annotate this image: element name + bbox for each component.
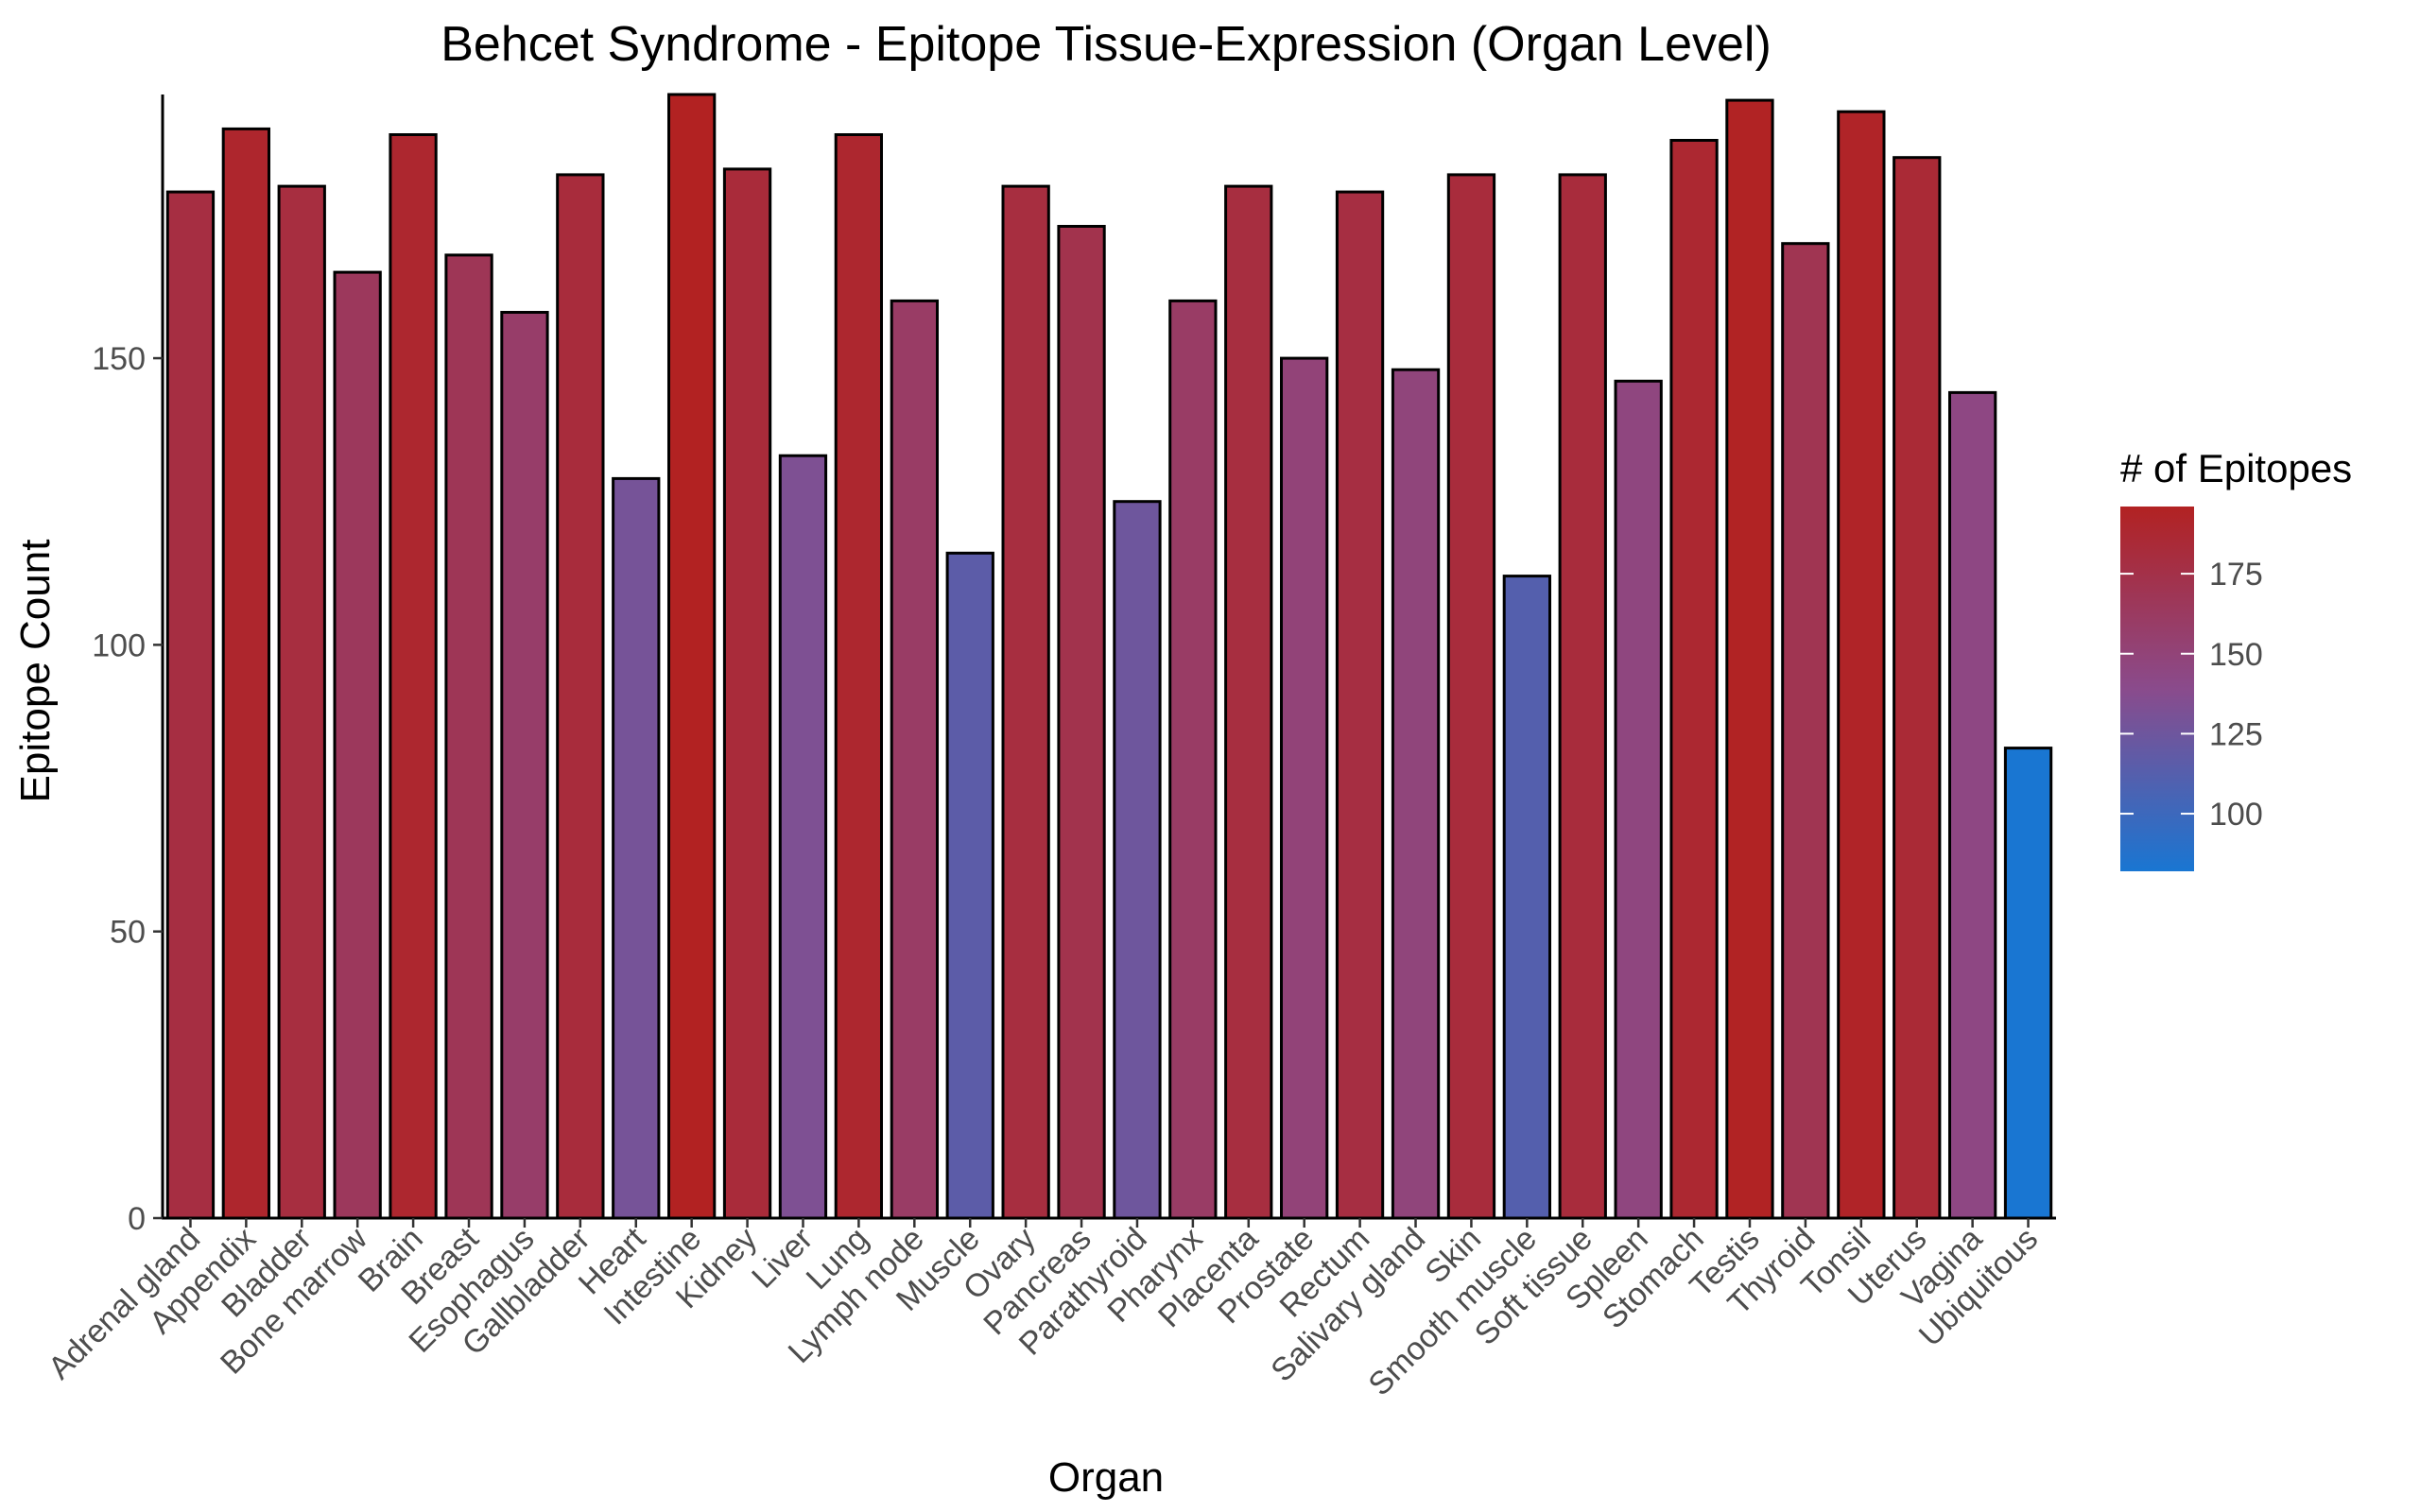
bar-muscle xyxy=(945,551,994,1220)
bar-skin xyxy=(1446,173,1496,1220)
bar-ubiquitous xyxy=(2003,747,2053,1220)
y-tick-label: 50 xyxy=(110,915,146,951)
bar-lung xyxy=(834,133,884,1220)
bar-placenta xyxy=(1224,184,1273,1220)
chart-title: Behcet Syndrome - Epitope Tissue-Express… xyxy=(441,17,1772,72)
bar-pancreas xyxy=(1057,225,1106,1220)
legend: # of Epitopes 100 125 150 175 xyxy=(2120,446,2352,871)
bar-brain xyxy=(389,133,438,1220)
bar-rectum xyxy=(1335,190,1385,1220)
bar-uterus xyxy=(1893,156,1942,1220)
bars-layer xyxy=(165,93,2053,1220)
x-axis-title: Organ xyxy=(1048,1454,1164,1501)
bar-lymph-node xyxy=(890,299,940,1220)
bar-breast xyxy=(444,253,493,1220)
y-axis-tick-labels: 0 50 100 150 xyxy=(92,341,163,1237)
legend-tick-label: 175 xyxy=(2209,557,2263,593)
bar-intestine xyxy=(667,93,717,1220)
bar-appendix xyxy=(221,127,270,1220)
x-tick-label: Liver xyxy=(745,1221,820,1296)
y-axis-title: Epitope Count xyxy=(12,540,59,803)
y-tick-label: 150 xyxy=(92,341,146,377)
bar-bone-marrow xyxy=(333,270,382,1220)
bar-pharynx xyxy=(1168,299,1218,1220)
bar-adrenal-gland xyxy=(165,190,216,1220)
bar-heart xyxy=(612,476,661,1220)
bar-spleen xyxy=(1614,379,1663,1220)
bar-salivary-gland xyxy=(1391,368,1441,1220)
bar-gallbladder xyxy=(556,173,605,1220)
bar-testis xyxy=(1725,98,1774,1220)
bar-tonsil xyxy=(1837,110,1886,1220)
legend-tick-label: 100 xyxy=(2209,797,2263,833)
axes-layer xyxy=(161,94,2056,1220)
bar-soft-tissue xyxy=(1558,173,1607,1220)
y-tick-label: 0 xyxy=(128,1201,146,1237)
bar-esophagus xyxy=(500,311,549,1220)
y-tick-label: 100 xyxy=(92,627,146,663)
bar-prostate xyxy=(1280,356,1329,1220)
bar-liver xyxy=(778,454,828,1220)
bar-thyroid xyxy=(1781,242,1830,1220)
legend-tick-label: 150 xyxy=(2209,637,2263,673)
bar-smooth-muscle xyxy=(1502,575,1551,1220)
bar-stomach xyxy=(1669,139,1719,1220)
bar-ovary xyxy=(1001,184,1050,1220)
legend-tick-label: 125 xyxy=(2209,716,2263,752)
bar-bladder xyxy=(277,184,326,1220)
legend-colorbar xyxy=(2120,507,2194,871)
legend-title: # of Epitopes xyxy=(2120,446,2352,490)
bar-parathyroid xyxy=(1113,500,1162,1220)
bar-vagina xyxy=(1948,390,1997,1220)
bar-kidney xyxy=(722,167,772,1220)
